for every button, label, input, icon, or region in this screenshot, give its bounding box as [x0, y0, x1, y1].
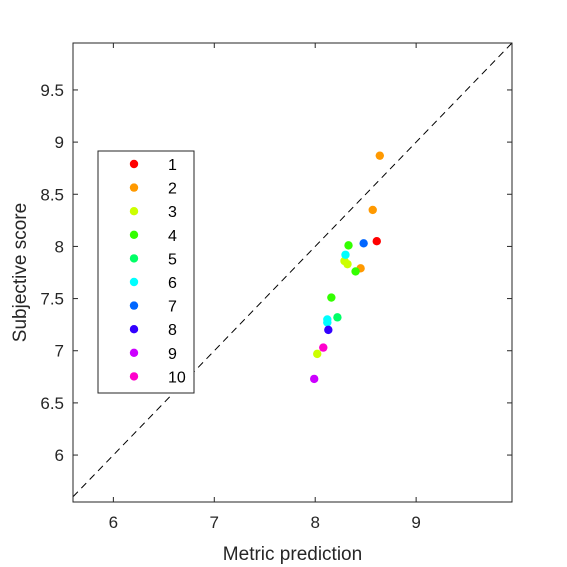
- legend-marker-2: [129, 183, 139, 192]
- y-axis-label: Subjective score: [10, 203, 31, 342]
- y-tick-label: 6.5: [40, 394, 64, 413]
- legend-marker-8: [129, 325, 139, 334]
- legend-marker-10: [129, 372, 139, 381]
- y-tick-label: 6: [55, 446, 64, 465]
- y-tick-label: 7.5: [40, 290, 64, 309]
- y-tick-label: 8.5: [40, 185, 64, 204]
- legend-entry-label: 8: [168, 322, 177, 339]
- identity-reference-line: [72, 42, 513, 498]
- legend-entry-label: 1: [168, 157, 177, 174]
- legend-marker-5: [129, 254, 139, 263]
- legend-marker-4: [129, 230, 139, 239]
- legend-marker-7: [129, 301, 139, 310]
- y-tick-label: 8: [55, 237, 64, 256]
- plot-frame: [72, 42, 513, 503]
- x-tick-label: 9: [411, 513, 420, 532]
- x-tick-label: 6: [109, 513, 118, 532]
- data-point-series-3: [313, 349, 322, 359]
- legend-box: [97, 150, 195, 394]
- data-point-series-4: [351, 267, 360, 276]
- data-point-series-9: [309, 374, 319, 384]
- data-point-series-8: [324, 325, 333, 335]
- legend-marker-3: [129, 207, 139, 216]
- x-tick-label: 7: [210, 513, 219, 532]
- data-point-series-3: [343, 259, 352, 269]
- data-point-series-4: [344, 241, 353, 250]
- data-point-series-6: [341, 250, 350, 259]
- data-point-series-2: [368, 205, 377, 215]
- legend-entry-label: 7: [168, 299, 177, 316]
- data-point-series-5: [333, 313, 342, 322]
- data-point-series-2: [375, 151, 384, 160]
- data-point-series-10: [319, 343, 328, 352]
- data-point-series-1: [372, 237, 381, 246]
- x-tick-label: 8: [310, 513, 319, 532]
- data-point-series-7: [359, 239, 368, 248]
- legend-entry-label: 4: [168, 228, 177, 245]
- legend-entry-label: 9: [168, 346, 177, 363]
- legend-entry-label: 2: [168, 181, 177, 198]
- legend-entry-label: 3: [168, 204, 177, 221]
- y-tick-label: 7: [55, 342, 64, 361]
- data-point-series-6: [323, 318, 332, 327]
- y-tick-label: 9: [55, 133, 64, 152]
- legend-marker-9: [129, 348, 139, 357]
- legend-marker-6: [129, 277, 139, 287]
- legend-entry-label: 6: [168, 275, 177, 292]
- data-point-series-4: [327, 293, 336, 302]
- legend-entry-label: 5: [168, 251, 177, 268]
- x-axis-label: Metric prediction: [223, 544, 362, 565]
- y-tick-label: 9.5: [40, 81, 64, 100]
- legend: 1 2 3 4 5 6 7 8 9 10: [97, 150, 195, 394]
- legend-marker-1: [129, 159, 139, 169]
- legend-entry-label: 10: [168, 369, 186, 386]
